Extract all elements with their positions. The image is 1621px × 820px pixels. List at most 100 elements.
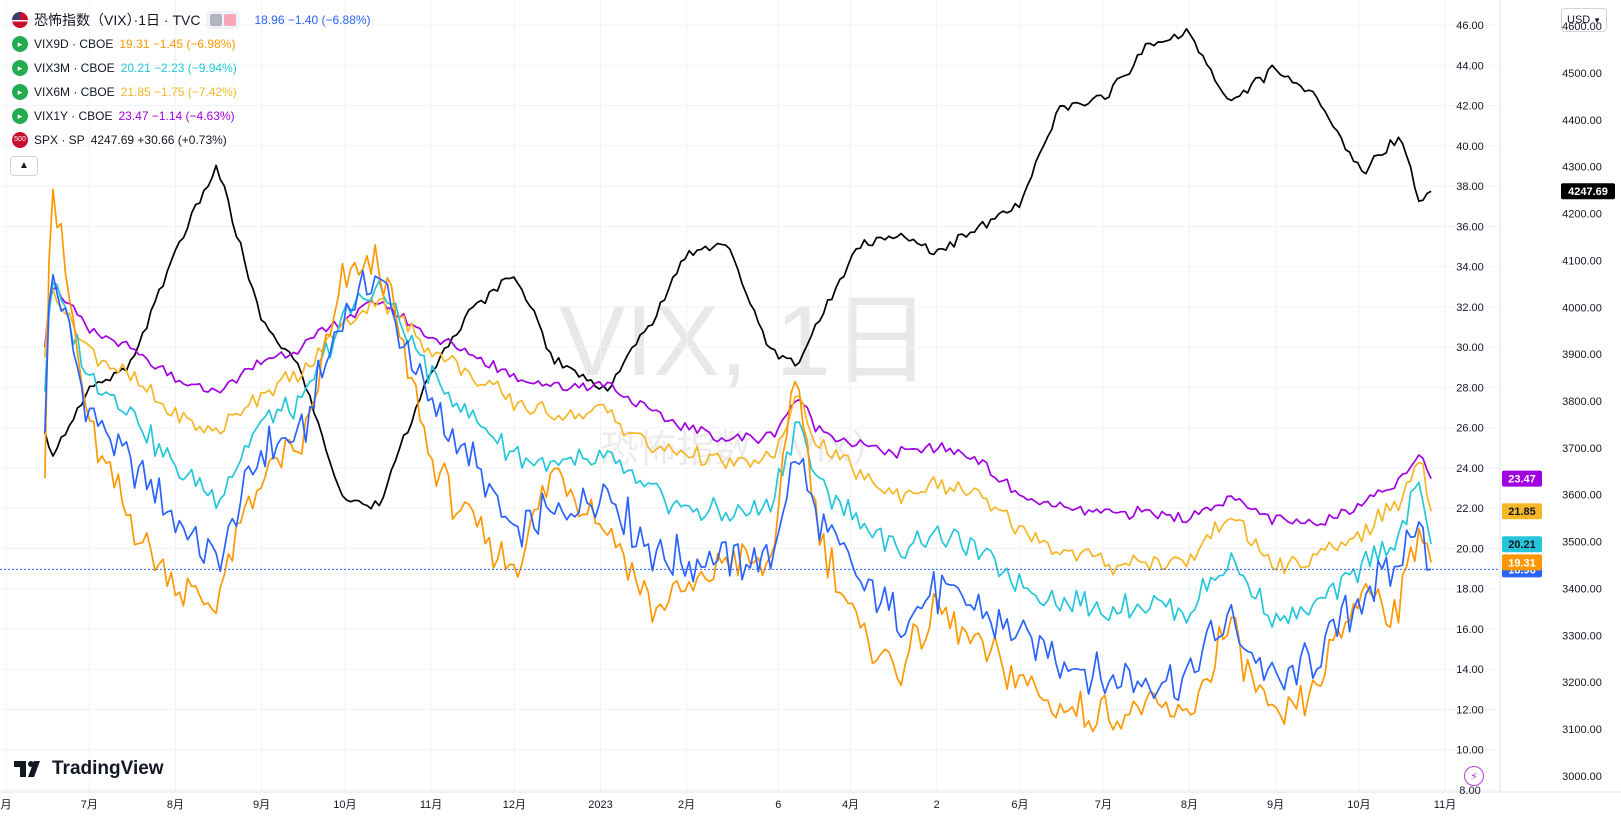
series-line [44, 269, 1432, 701]
chart-style-toggle[interactable] [206, 11, 241, 29]
right-axis-tick-label: 4400.00 [1562, 115, 1602, 127]
right-axis-tick-label: 4600.00 [1562, 21, 1602, 33]
currency-label: USD [1567, 14, 1591, 26]
right-axis-tick-label: 4000.00 [1562, 302, 1602, 314]
x-axis-tick-label: 6 [775, 799, 781, 811]
right-axis-tick-label: 4100.00 [1562, 255, 1602, 267]
x-axis-tick-label: 月 [1, 799, 12, 811]
x-axis-tick-label: 7月 [81, 799, 98, 811]
last-value-badge: 19.31 [1502, 554, 1542, 571]
last-value-badge: 20.21 [1502, 536, 1542, 553]
badge-label: 19.31 [1508, 557, 1536, 569]
right-axis-tick-label: 3800.00 [1562, 396, 1602, 408]
x-axis-tick-label: 6月 [1011, 799, 1028, 811]
series-line [44, 288, 1432, 576]
badge-label: 4247.69 [1568, 186, 1608, 198]
left-axis-tick-label: 14.00 [1456, 664, 1484, 676]
left-axis-tick-label: 28.00 [1456, 382, 1484, 394]
right-axis-tick-label: 3000.00 [1562, 771, 1602, 783]
left-axis-tick-label: 20.00 [1456, 543, 1484, 555]
cboe-badge-icon: ▸ [12, 108, 28, 124]
left-axis-tick-label: 22.00 [1456, 503, 1484, 515]
series-line [44, 188, 1432, 733]
x-axis-tick-label: 2 [934, 799, 940, 811]
legend-row-vix9d[interactable]: ▸ VIX9D · CBOE 19.31 −1.45 (−6.98%) [12, 32, 371, 56]
chevron-up-icon: ▲ [19, 160, 29, 171]
left-axis-tick-label: 42.00 [1456, 101, 1484, 113]
legend-symbol: VIX1Y · CBOE [34, 109, 113, 123]
right-axis-tick-label: 3900.00 [1562, 349, 1602, 361]
cboe-badge-icon: ▸ [12, 36, 28, 52]
right-axis-tick-label: 3500.00 [1562, 537, 1602, 549]
legend-values: 21.85 −1.75 (−7.42%) [120, 85, 237, 99]
legend-row-spx[interactable]: 500 SPX · SP 4247.69 +30.66 (+0.73%) [12, 128, 371, 152]
right-axis-tick-label: 4200.00 [1562, 209, 1602, 221]
left-axis-tick-label: 26.00 [1456, 423, 1484, 435]
x-axis-tick-label: 7月 [1095, 799, 1112, 811]
left-axis-tick-label: 44.00 [1456, 60, 1484, 72]
badge-label: 20.21 [1508, 539, 1536, 551]
last-value-badge: 4247.69 [1561, 183, 1615, 200]
right-axis-tick-label: 3300.00 [1562, 630, 1602, 642]
badge-background [1502, 536, 1542, 553]
last-value-badge: 21.85 [1502, 503, 1542, 520]
legend-row-vix1y[interactable]: ▸ VIX1Y · CBOE 23.47 −1.14 (−4.63%) [12, 104, 371, 128]
left-axis-tick-label: 38.00 [1456, 181, 1484, 193]
tradingview-logo-icon [14, 761, 40, 777]
legend-values: 4247.69 +30.66 (+0.73%) [90, 133, 227, 147]
legend-symbol: VIX9D · CBOE [34, 37, 114, 51]
main-symbol-row[interactable]: 恐怖指数（VIX）·1日 · TVC 18.96 −1.40 (−6.88%) [12, 8, 371, 32]
series-line [44, 286, 1432, 527]
legend-row-vix6m[interactable]: ▸ VIX6M · CBOE 21.85 −1.75 (−7.42%) [12, 80, 371, 104]
left-axis-tick-label: 12.00 [1456, 704, 1484, 716]
legend-symbol: SPX · SP [34, 133, 85, 147]
tradingview-logo[interactable]: TradingView [14, 758, 164, 780]
main-symbol-title: 恐怖指数（VIX）·1日 · TVC [34, 12, 201, 28]
cboe-badge-icon: ▸ [12, 84, 28, 100]
left-axis-tick-label: 24.00 [1456, 463, 1484, 475]
badge-background [1502, 503, 1542, 520]
left-axis-tick-label: 32.00 [1456, 302, 1484, 314]
left-axis-tick-label: 18.00 [1456, 584, 1484, 596]
sp500-badge-icon: 500 [12, 132, 28, 148]
badge-background [1502, 554, 1542, 571]
time-axis[interactable]: 月 7月 8月 9月 10月 11月 12月 2023 2月 6 4月 2 6月 7月 8月 9月 10月 11月 [1, 799, 1457, 811]
right-axis-tick-label: 4500.00 [1562, 68, 1602, 80]
right-axis-tick-label: 3400.00 [1562, 583, 1602, 595]
currency-button[interactable]: USD ▼ [1561, 8, 1607, 32]
x-axis-tick-label: 2月 [678, 799, 695, 811]
legend: 恐怖指数（VIX）·1日 · TVC 18.96 −1.40 (−6.88%) … [10, 8, 371, 176]
right-price-axis[interactable]: 4600.00 4500.00 4400.00 4300.00 4200.00 4100.… [1562, 21, 1602, 783]
x-axis-tick-label: 10月 [333, 799, 356, 811]
compare-icon [224, 14, 237, 26]
collapse-legend-button[interactable]: ▲ [10, 156, 38, 176]
x-axis-tick-label: 11月 [1434, 799, 1456, 811]
legend-symbol: VIX3M · CBOE [34, 61, 115, 75]
series-line [44, 279, 1432, 628]
lightning-icon[interactable]: ⚡ [1464, 766, 1484, 786]
badge-label: 21.85 [1508, 506, 1536, 518]
right-axis-tick-label: 4300.00 [1562, 162, 1602, 174]
left-axis-tick-label: 46.00 [1456, 20, 1484, 32]
legend-values: 20.21 −2.23 (−9.94%) [120, 61, 237, 75]
x-axis-tick-label: 8月 [1181, 799, 1198, 811]
x-axis-tick-label: 9月 [1267, 799, 1284, 811]
brand-name: TradingView [52, 758, 164, 779]
left-price-axis[interactable]: 46.00 44.00 42.00 40.00 38.00 36.00 34.00 32.00… [1456, 20, 1484, 797]
badge-background [1561, 183, 1615, 200]
badge-background [1502, 470, 1542, 487]
chevron-down-icon: ▼ [1593, 15, 1601, 25]
x-axis-tick-label: 11月 [420, 799, 442, 811]
x-axis-tick-label: 2023 [588, 799, 612, 811]
badge-label: 23.47 [1508, 474, 1536, 486]
legend-values: 23.47 −1.14 (−4.63%) [118, 109, 235, 123]
x-axis-tick-label: 8月 [167, 799, 184, 811]
x-axis-tick-label: 9月 [253, 799, 270, 811]
legend-row-vix3m[interactable]: ▸ VIX3M · CBOE 20.21 −2.23 (−9.94%) [12, 56, 371, 80]
left-axis-tick-label: 16.00 [1456, 624, 1484, 636]
left-axis-tick-label: 34.00 [1456, 262, 1484, 274]
series-line [44, 27, 1432, 510]
right-axis-tick-label: 3100.00 [1562, 724, 1602, 736]
